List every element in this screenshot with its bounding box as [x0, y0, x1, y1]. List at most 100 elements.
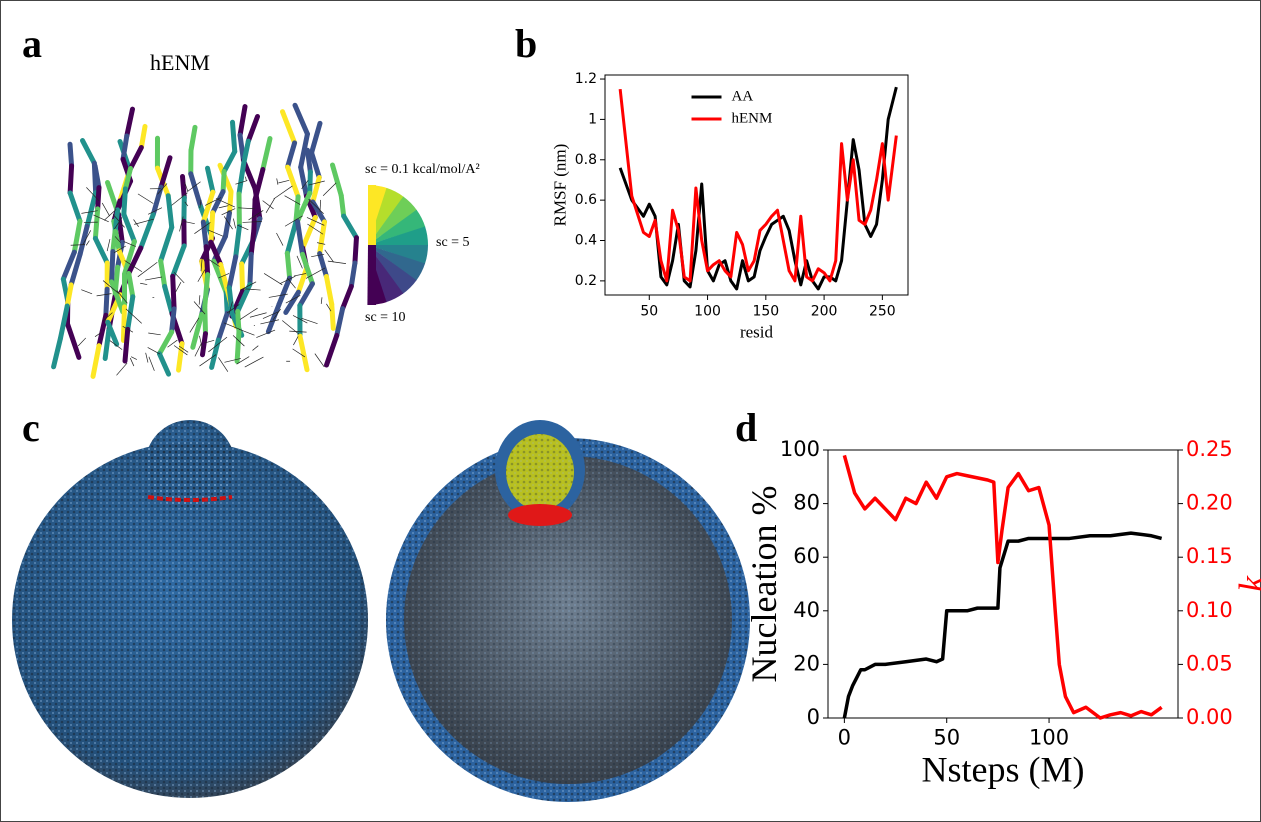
network-spring [184, 182, 189, 192]
network-spring [294, 273, 307, 277]
wheel-wedge [368, 226, 428, 246]
network-spring [124, 260, 143, 273]
y-tick-label: 1.2 [575, 71, 597, 87]
network-spring [197, 269, 206, 282]
network-edge [317, 219, 327, 257]
network-spring [125, 308, 142, 324]
y-tick-label: 0.2 [575, 273, 597, 289]
network-edge [235, 308, 242, 335]
network-edge [340, 283, 354, 312]
network-drawing [51, 102, 359, 379]
legend-label: hENM [732, 110, 773, 126]
network-edge [220, 168, 227, 195]
network-spring [112, 214, 125, 228]
network-spring [204, 197, 222, 206]
network-spring [103, 209, 117, 221]
y-tick-label: 80 [793, 491, 820, 515]
network-edge [169, 306, 177, 335]
network-spring [293, 336, 299, 346]
network-edge [67, 190, 83, 224]
network-edge [208, 239, 224, 268]
network-spring [184, 201, 189, 207]
network-edge [92, 163, 102, 191]
network-spring [101, 202, 110, 217]
vesicle-outside [12, 420, 368, 798]
network-edge [124, 106, 135, 139]
network-edge [285, 164, 301, 200]
network-spring [208, 336, 228, 353]
network-spring [237, 224, 249, 231]
network-edge [309, 150, 322, 181]
network-spring [239, 281, 257, 291]
y-tick-label: 100 [780, 437, 820, 461]
network-spring [284, 195, 301, 205]
network-edge [127, 145, 144, 171]
network-edge [109, 279, 126, 315]
network-edge [103, 286, 110, 318]
network-spring [218, 357, 229, 372]
network-edge [77, 223, 90, 257]
network-spring [243, 288, 261, 291]
x-tick-label: 50 [640, 303, 658, 319]
network-edge [329, 301, 336, 331]
panel-label: d [735, 405, 757, 450]
network-edge [341, 213, 359, 241]
network-spring [324, 249, 334, 263]
wheel-wedge [368, 245, 428, 265]
network-spring [117, 291, 128, 304]
network-spring [292, 315, 308, 324]
network-edge [120, 133, 130, 162]
wheel-strip [368, 185, 376, 245]
network-title: hENM [150, 50, 210, 75]
network-spring [301, 317, 318, 324]
network-edge [222, 210, 233, 239]
network-edge [64, 321, 82, 360]
network-spring [273, 185, 293, 200]
scale-label: sc = 0.1 kcal/mol/A² [365, 162, 480, 177]
network-edge [294, 190, 313, 224]
network-edge [233, 223, 242, 260]
wheel-wedge [368, 245, 426, 281]
network-edge [165, 193, 175, 230]
x-axis-label: resid [740, 322, 774, 341]
network-spring [194, 222, 211, 234]
network-spring [114, 236, 121, 243]
wheel-wedge [368, 245, 417, 294]
y-tick-label: 40 [793, 598, 820, 622]
network-spring [86, 187, 100, 202]
network-edge [158, 258, 168, 289]
network-edge [245, 114, 260, 144]
network-edge [110, 228, 118, 255]
network-spring [94, 332, 102, 338]
network-edge [330, 162, 344, 198]
network-spring [284, 215, 303, 227]
network-edge [96, 312, 109, 349]
network-edge [352, 235, 359, 266]
network-spring [311, 253, 325, 258]
network-spring [308, 180, 325, 186]
y-tick-label: 0.05 [1186, 651, 1233, 675]
network-spring [276, 232, 284, 246]
network-edge [121, 186, 128, 217]
network-spring [81, 210, 98, 214]
network-spring [134, 218, 154, 225]
network-edge [252, 166, 266, 203]
network-spring [178, 345, 189, 353]
scale-label: sc = 5 [436, 235, 470, 250]
network-edge [80, 138, 97, 166]
network-edge [241, 138, 251, 166]
network-edge [202, 272, 211, 309]
network-edge [300, 214, 318, 251]
network-spring [245, 176, 247, 181]
network-spring [232, 335, 245, 347]
network-edge [310, 175, 322, 205]
network-spring [137, 261, 158, 278]
wheel-strip [368, 245, 376, 305]
network-spring [199, 335, 203, 349]
network-edge [68, 251, 83, 288]
wheel-wedge [368, 245, 404, 303]
panel-label: a [22, 21, 42, 66]
network-edge [200, 189, 216, 225]
network-spring [218, 205, 229, 209]
